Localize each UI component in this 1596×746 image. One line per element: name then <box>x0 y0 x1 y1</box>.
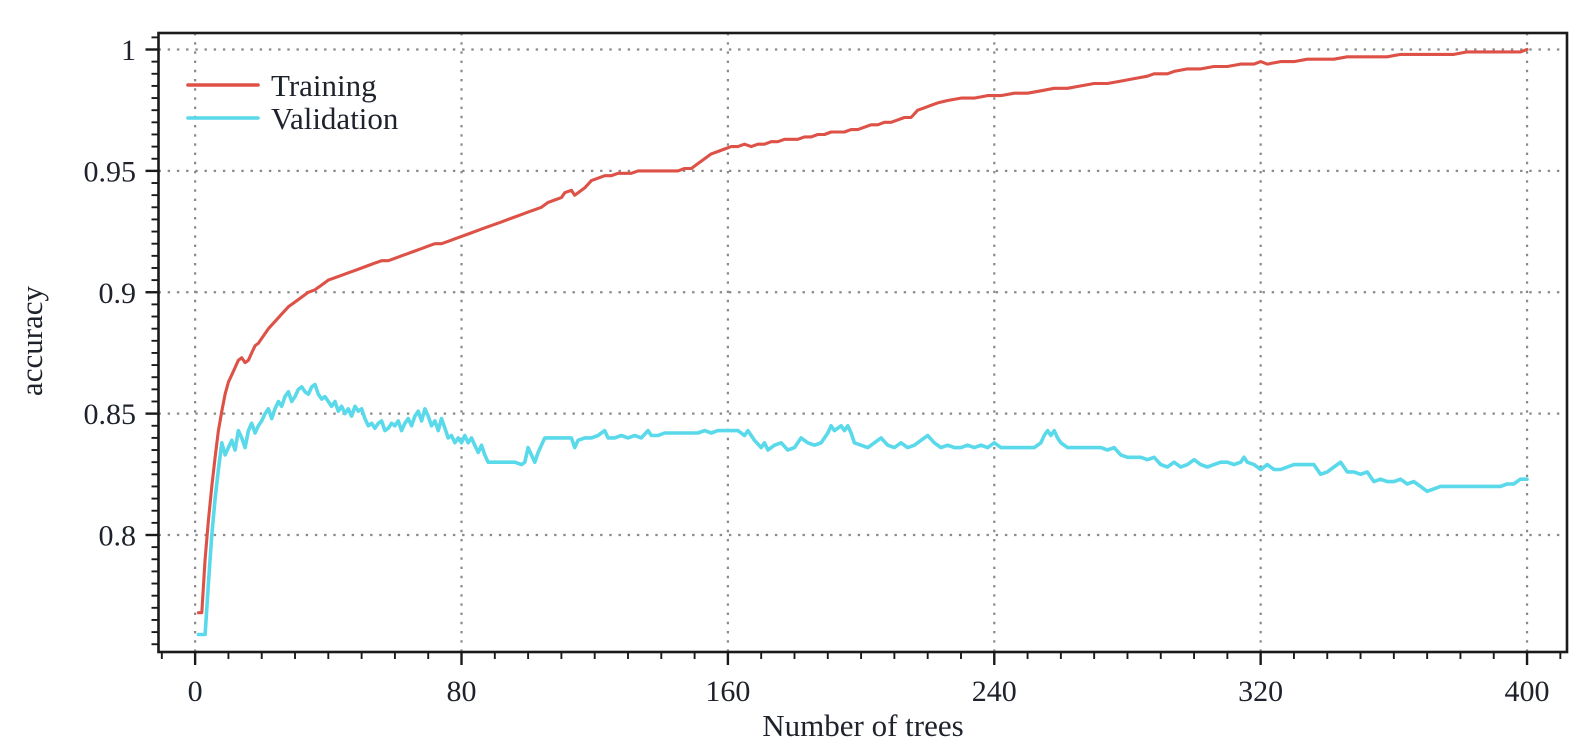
x-tick-label: 160 <box>705 675 750 708</box>
y-tick-label: 0.85 <box>84 398 137 431</box>
y-tick-label: 0.95 <box>84 155 137 188</box>
gridlines <box>158 33 1567 652</box>
legend-label-training: Training <box>271 68 377 103</box>
x-tick-label: 400 <box>1505 675 1550 708</box>
plot-frame <box>157 31 1569 654</box>
plot-border <box>157 31 1569 654</box>
training-line <box>196 47 1529 615</box>
x-tick-label: 80 <box>447 675 477 708</box>
x-tick-label: 240 <box>972 675 1017 708</box>
data-series <box>196 47 1529 637</box>
x-axis-label: Number of trees <box>762 708 963 743</box>
axis-ticks <box>145 36 1562 665</box>
validation-line <box>196 382 1529 637</box>
x-tick-label: 0 <box>188 675 203 708</box>
y-tick-label: 0.8 <box>99 519 137 552</box>
y-tick-label: 1 <box>121 34 136 67</box>
y-tick-label: 0.9 <box>99 277 137 310</box>
legend-label-validation: Validation <box>271 101 399 136</box>
y-axis-label: accuracy <box>14 285 49 396</box>
tick-labels: 0 80 160 240 320 400 1 0.95 0.9 0.85 0.8 <box>84 34 1550 708</box>
x-tick-label: 320 <box>1238 675 1283 708</box>
